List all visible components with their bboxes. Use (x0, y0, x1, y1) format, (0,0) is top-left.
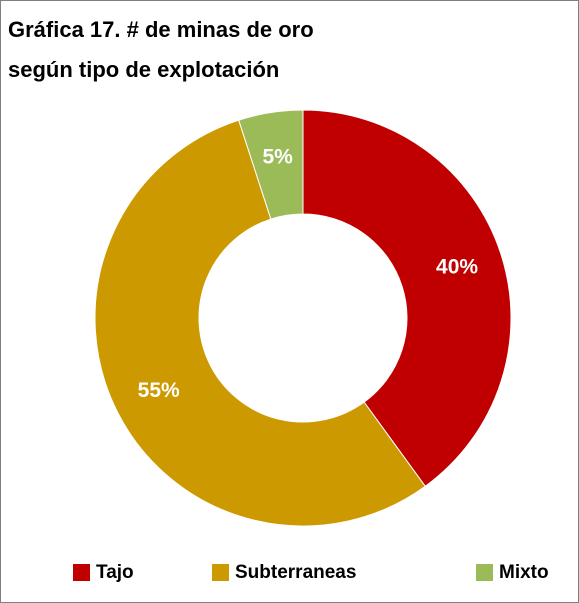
donut-segment (302, 109, 512, 487)
legend-swatch (212, 564, 229, 581)
chart-title-line-1: Gráfica 17. # de minas de oro (8, 17, 314, 42)
legend-label: Tajo (96, 562, 134, 583)
chart-title-line-2: según tipo de explotación (8, 57, 279, 82)
data-label: 55% (138, 379, 180, 402)
legend-label: Subterraneas (235, 562, 356, 583)
legend-swatch (476, 564, 493, 581)
donut-segment (238, 109, 304, 220)
data-label: 40% (436, 255, 478, 278)
donut-segment (94, 119, 426, 527)
legend-label: Mixto (499, 562, 549, 583)
legend-swatch (73, 564, 90, 581)
data-label: 5% (262, 146, 293, 169)
